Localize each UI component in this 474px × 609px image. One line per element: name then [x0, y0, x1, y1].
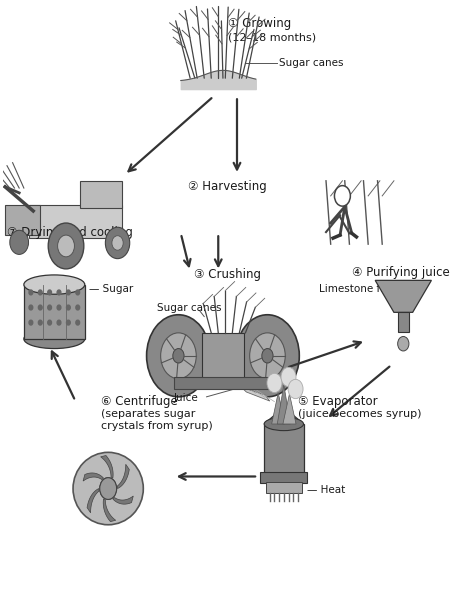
Polygon shape [113, 496, 133, 504]
Circle shape [173, 348, 184, 363]
Text: (separates sugar: (separates sugar [101, 409, 196, 420]
Text: Limestone filter: Limestone filter [319, 284, 401, 294]
FancyBboxPatch shape [24, 284, 85, 339]
FancyBboxPatch shape [266, 482, 301, 493]
Polygon shape [118, 464, 129, 488]
FancyBboxPatch shape [174, 377, 272, 389]
Circle shape [281, 367, 296, 387]
Text: ⑤ Evaporator: ⑤ Evaporator [298, 395, 377, 407]
Circle shape [105, 227, 130, 259]
FancyBboxPatch shape [260, 471, 307, 482]
Circle shape [66, 290, 70, 295]
Circle shape [57, 320, 61, 325]
Text: (juice becomes syrup): (juice becomes syrup) [298, 409, 421, 420]
Circle shape [10, 230, 28, 255]
Text: ⑦ Drying and cooling: ⑦ Drying and cooling [8, 225, 133, 239]
Circle shape [29, 290, 33, 295]
Text: (12–18 months): (12–18 months) [228, 33, 316, 43]
Polygon shape [375, 280, 431, 312]
Circle shape [112, 236, 123, 250]
Circle shape [267, 373, 282, 393]
Polygon shape [264, 407, 303, 424]
Text: — Sugar: — Sugar [90, 284, 134, 294]
Circle shape [288, 379, 303, 399]
Circle shape [57, 290, 61, 295]
FancyBboxPatch shape [202, 333, 244, 379]
Text: ① Growing: ① Growing [228, 18, 291, 30]
Text: ③ Crushing: ③ Crushing [194, 268, 261, 281]
Ellipse shape [24, 275, 85, 294]
Ellipse shape [73, 452, 143, 525]
Text: Sugar canes: Sugar canes [279, 58, 344, 68]
Circle shape [48, 320, 52, 325]
Circle shape [38, 290, 42, 295]
Circle shape [66, 320, 70, 325]
Text: ⑥ Centrifuge: ⑥ Centrifuge [101, 395, 178, 407]
FancyBboxPatch shape [28, 205, 122, 238]
Circle shape [76, 320, 80, 325]
Circle shape [335, 186, 350, 206]
Text: ② Harvesting: ② Harvesting [188, 180, 267, 193]
Text: — Heat: — Heat [307, 485, 346, 495]
Text: ④ Purifying juice: ④ Purifying juice [352, 266, 450, 279]
FancyBboxPatch shape [80, 181, 122, 208]
Text: Sugar canes: Sugar canes [157, 303, 222, 312]
Ellipse shape [264, 417, 303, 431]
Circle shape [100, 477, 117, 499]
Polygon shape [103, 499, 116, 522]
Circle shape [398, 337, 409, 351]
Polygon shape [87, 488, 99, 513]
Circle shape [66, 305, 70, 310]
Circle shape [100, 477, 117, 499]
Text: Juice: Juice [173, 393, 198, 403]
FancyBboxPatch shape [398, 312, 409, 332]
Circle shape [76, 290, 80, 295]
Polygon shape [272, 393, 285, 424]
Circle shape [29, 305, 33, 310]
Circle shape [76, 305, 80, 310]
Polygon shape [277, 385, 291, 424]
Circle shape [48, 290, 52, 295]
Polygon shape [283, 394, 296, 424]
Polygon shape [100, 456, 113, 478]
Circle shape [236, 315, 299, 397]
Circle shape [38, 320, 42, 325]
Circle shape [146, 315, 210, 397]
FancyBboxPatch shape [264, 424, 303, 473]
Ellipse shape [24, 329, 85, 348]
Text: crystals from syrup): crystals from syrup) [101, 421, 213, 431]
Circle shape [57, 305, 61, 310]
Circle shape [38, 305, 42, 310]
Circle shape [57, 235, 74, 257]
Circle shape [29, 320, 33, 325]
Circle shape [250, 333, 285, 379]
Circle shape [262, 348, 273, 363]
Circle shape [161, 333, 196, 379]
Polygon shape [83, 473, 103, 481]
Polygon shape [230, 379, 270, 401]
Circle shape [48, 223, 84, 269]
Circle shape [48, 305, 52, 310]
FancyBboxPatch shape [5, 205, 40, 235]
